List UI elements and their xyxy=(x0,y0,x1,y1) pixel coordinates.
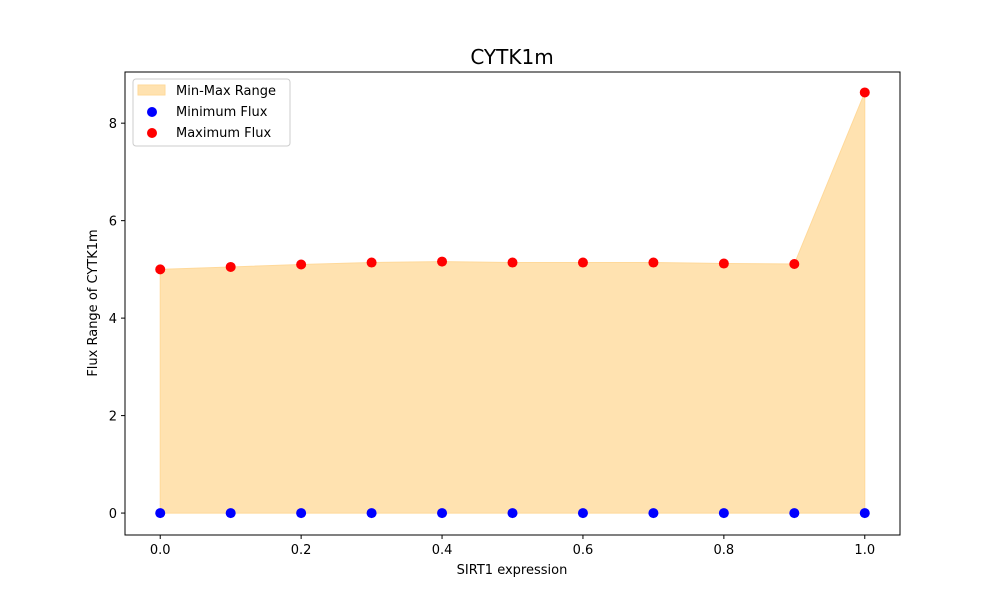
maximum-flux-point xyxy=(859,87,870,98)
x-tick-label: 0.2 xyxy=(291,543,312,558)
maximum-flux-point xyxy=(577,257,588,268)
y-tick-label: 6 xyxy=(109,215,117,230)
legend-marker-maximum-flux xyxy=(147,128,157,138)
x-tick-label: 0.6 xyxy=(573,543,594,558)
y-tick-label: 4 xyxy=(109,312,117,327)
legend-marker-minimum-flux xyxy=(147,107,157,117)
maximum-flux-point xyxy=(366,257,377,268)
y-tick-label: 8 xyxy=(109,117,117,132)
minimum-flux-point xyxy=(648,508,659,519)
legend-label-maximum-flux: Maximum Flux xyxy=(176,126,272,141)
x-tick-label: 1.0 xyxy=(854,543,875,558)
maximum-flux-point xyxy=(437,256,448,267)
minimum-flux-point xyxy=(789,508,800,519)
minimum-flux-point xyxy=(225,508,236,519)
maximum-flux-point xyxy=(789,259,800,270)
x-tick-label: 0.4 xyxy=(432,543,453,558)
maximum-flux-point xyxy=(225,261,236,272)
maximum-flux-point xyxy=(648,257,659,268)
y-axis-label: Flux Range of CYTK1m xyxy=(86,229,101,376)
maximum-flux-point xyxy=(718,258,729,269)
y-tick-label: 2 xyxy=(109,410,117,425)
y-tick-label: 0 xyxy=(109,507,117,522)
minimum-flux-point xyxy=(155,508,166,519)
minimum-flux-point xyxy=(859,508,870,519)
legend-swatch-min-max-range xyxy=(137,84,166,96)
minimum-flux-point xyxy=(437,508,448,519)
legend-box xyxy=(132,78,291,147)
plot-frame xyxy=(124,71,901,536)
x-tick-label: 0.0 xyxy=(150,543,171,558)
minimum-flux-point xyxy=(718,508,729,519)
maximum-flux-point xyxy=(155,264,166,275)
x-axis-label: SIRT1 expression xyxy=(457,563,568,578)
maximum-flux-point xyxy=(296,259,307,270)
minimum-flux-point xyxy=(577,508,588,519)
legend: Min-Max Range Minimum Flux Maximum Flux xyxy=(132,78,291,147)
plot-area xyxy=(155,87,870,519)
legend-label-min-max-range: Min-Max Range xyxy=(176,84,276,99)
maximum-flux-point xyxy=(507,257,518,268)
legend-label-minimum-flux: Minimum Flux xyxy=(176,105,268,120)
axes: 0.0 0.2 0.4 0.6 0.8 1.0 0 2 4 6 8 xyxy=(109,71,901,558)
chart-title: CYTK1m xyxy=(470,45,553,69)
x-tick-label: 0.8 xyxy=(714,543,735,558)
minimum-flux-point xyxy=(507,508,518,519)
minimum-flux-point xyxy=(366,508,377,519)
minimum-flux-point xyxy=(296,508,307,519)
